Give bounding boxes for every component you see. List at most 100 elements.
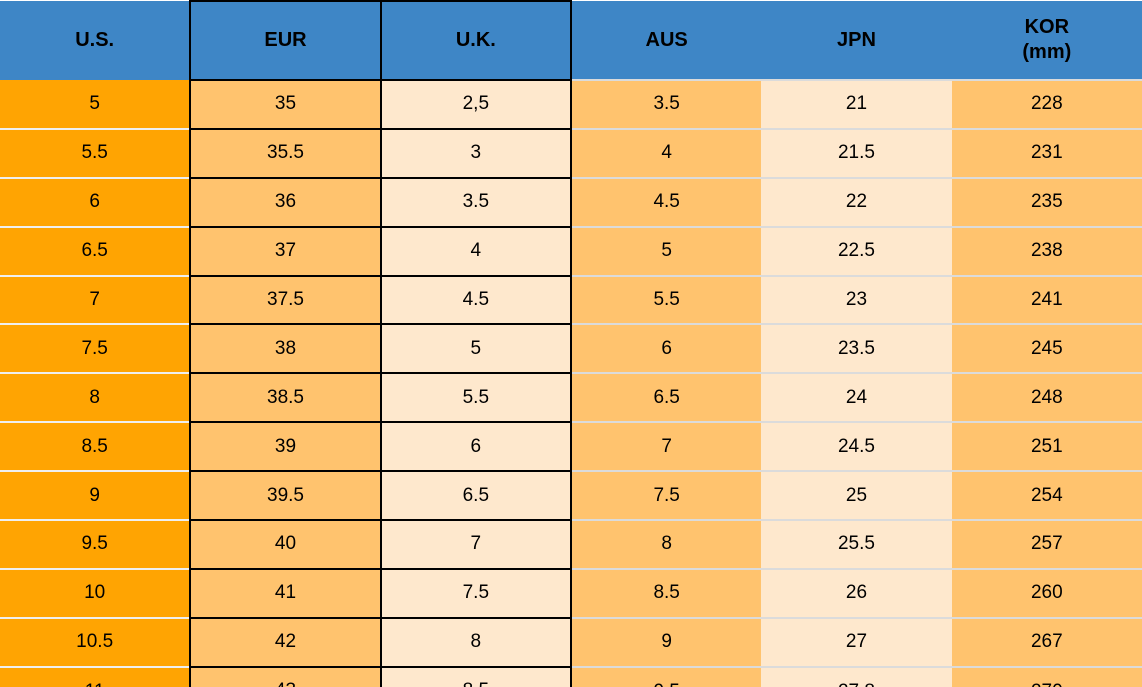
cell-jpn: 22.5 [761,226,952,277]
cell-jpn: 25.5 [761,520,952,570]
cell-kor: 254 [951,471,1142,522]
cell-eur: 43 [189,665,382,687]
cell-aus: 4 [570,128,762,179]
cell-us: 8 [0,372,191,423]
cell-uk: 4.5 [379,274,572,326]
cell-aus: 7 [570,422,762,473]
table-row: 7.5 38 5 6 23.5 245 [0,323,1142,375]
cell-uk: 6.5 [379,470,572,522]
cell-kor: 235 [951,177,1142,228]
column-header-aus: AUS [570,1,762,81]
cell-us: 9.5 [0,519,191,569]
cell-us: 6 [0,176,191,227]
cell-aus: 5.5 [570,275,762,326]
table-row: 8 38.5 5.5 6.5 24 248 [0,372,1142,424]
cell-kor: 270 [951,666,1142,687]
cell-eur: 38.5 [189,372,382,424]
table-row: 5 35 2,5 3.5 21 228 [0,79,1142,130]
cell-us: 8.5 [0,421,191,472]
table-row: 6.5 37 4 5 22.5 238 [0,225,1142,277]
column-header-kor: KOR (mm) [951,1,1142,81]
table-row: 8.5 39 6 7 24.5 251 [0,421,1142,473]
column-label-eur: EUR [264,29,307,51]
cell-uk: 7.5 [379,567,572,619]
cell-eur: 37.5 [189,274,382,326]
cell-uk: 8 [379,616,572,668]
cell-eur: 38 [189,323,382,375]
table-row: 7 37.5 4.5 5.5 23 241 [0,274,1142,326]
cell-aus: 9 [570,617,762,668]
cell-uk: 3 [379,127,572,179]
table-row: 9 39.5 6.5 7.5 25 254 [0,470,1142,522]
cell-jpn: 27.8 [761,666,952,687]
cell-jpn: 27 [761,617,952,668]
cell-us: 9 [0,470,191,521]
table-row: 5.5 35.5 3 4 21.5 231 [0,127,1142,179]
cell-jpn: 26 [761,568,952,619]
cell-uk: 5.5 [379,372,572,424]
column-label-jpn: JPN [837,28,876,51]
cell-kor: 241 [951,275,1142,326]
cell-eur: 35 [189,79,382,130]
cell-eur: 40 [189,519,382,570]
cell-aus: 8.5 [570,568,762,619]
cell-eur: 42 [189,616,382,668]
cell-us: 10 [0,567,191,618]
cell-jpn: 21.5 [761,128,952,179]
cell-jpn: 22 [761,177,952,228]
cell-eur: 35.5 [189,127,382,179]
table-body: 5 35 2,5 3.5 21 228 5.5 35.5 3 4 21.5 231 6 36 3.5 4.5 2… [0,79,1142,687]
cell-aus: 6 [570,324,762,375]
cell-us: 11 [0,665,191,687]
cell-jpn: 24.5 [761,422,952,473]
cell-jpn: 21 [761,80,952,130]
column-header-us: U.S. [0,1,191,80]
cell-kor: 238 [951,226,1142,277]
cell-eur: 41 [189,567,382,619]
cell-kor: 257 [951,520,1142,570]
table-header: U.S. EUR U.K. AUS JPN KOR (mm) [0,0,1142,81]
cell-uk: 5 [379,323,572,375]
table-row: 11438.59.527.8270 [0,665,1142,687]
cell-aus: 3.5 [570,80,762,130]
table-row: 10 41 7.5 8.5 26 260 [0,567,1142,619]
cell-uk: 2,5 [379,79,572,130]
cell-uk: 7 [379,519,572,570]
cell-kor: 267 [951,617,1142,668]
cell-jpn: 24 [761,373,952,424]
cell-eur: 37 [189,225,382,277]
cell-kor: 228 [951,80,1142,130]
cell-aus: 8 [570,520,762,570]
table-row: 10.5 42 8 9 27 267 [0,616,1142,668]
cell-kor: 248 [951,373,1142,424]
cell-us: 5 [0,80,191,129]
cell-uk: 4 [379,225,572,277]
column-header-jpn: JPN [761,1,952,81]
cell-eur: 39.5 [189,470,382,522]
cell-jpn: 23.5 [761,324,952,375]
cell-uk: 6 [379,421,572,473]
cell-us: 10.5 [0,616,191,667]
cell-kor: 245 [951,324,1142,375]
cell-aus: 6.5 [570,373,762,424]
cell-aus: 9.5 [570,666,762,687]
column-label-us: U.S. [75,29,115,51]
cell-aus: 7.5 [570,471,762,522]
table-row: 9.5 40 7 8 25.5 257 [0,519,1142,570]
cell-eur: 39 [189,421,382,473]
column-header-uk: U.K. [379,0,572,81]
column-label-kor: KOR [1024,16,1070,38]
cell-us: 7 [0,274,191,325]
cell-jpn: 25 [761,471,952,522]
column-header-eur: EUR [189,0,382,81]
cell-jpn: 23 [761,275,952,326]
cell-kor: 260 [951,568,1142,619]
cell-aus: 5 [570,226,762,277]
cell-us: 6.5 [0,225,191,276]
cell-aus: 4.5 [570,177,762,228]
cell-eur: 36 [189,176,382,228]
table-row: 6 36 3.5 4.5 22 235 [0,176,1142,228]
cell-kor: 251 [951,422,1142,473]
